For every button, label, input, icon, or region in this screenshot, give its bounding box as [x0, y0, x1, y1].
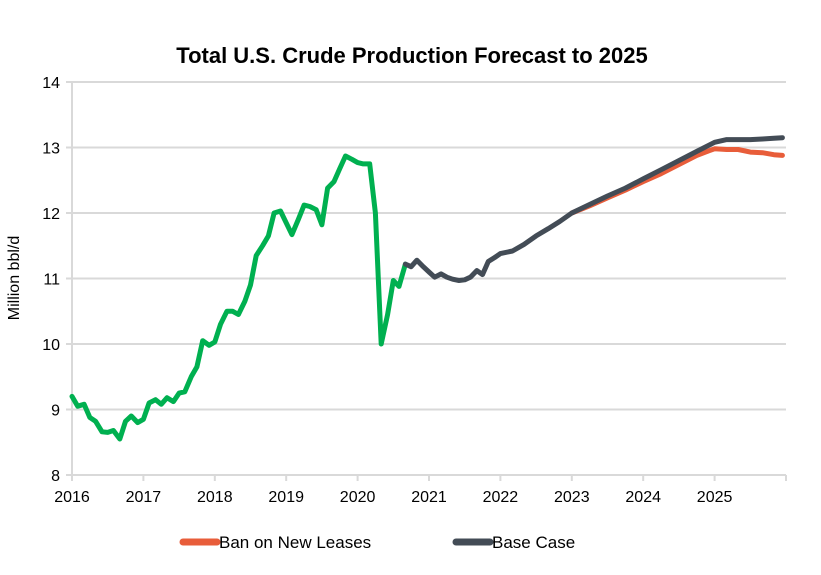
series-line-historical	[69, 153, 408, 442]
legend-item: Ban on New Leases	[179, 533, 371, 552]
y-tick-label: 13	[42, 141, 60, 158]
legend-label: Ban on New Leases	[219, 533, 371, 552]
y-tick-label: 12	[42, 206, 60, 223]
gridlines	[66, 81, 786, 476]
y-tick-label: 10	[42, 337, 60, 354]
axes: 8 9 10 11 12 13 14 2016 2017 2018 2019 2020 2021 2022…	[42, 75, 787, 506]
y-axis-label: Million bbl/d	[6, 236, 23, 320]
x-tick-label: 2016	[54, 489, 90, 506]
legend-label: Base Case	[492, 533, 575, 552]
y-tick-label: 14	[42, 75, 60, 92]
legend-item: Base Case	[452, 533, 575, 552]
x-tick-label: 2019	[268, 489, 304, 506]
y-tick-label: 11	[43, 272, 60, 289]
legend: Ban on New Leases Base Case	[179, 533, 575, 552]
x-tick-label: 2017	[126, 489, 162, 506]
y-tick-label: 9	[51, 403, 60, 420]
series-line-base-case	[402, 135, 785, 283]
x-tick-label: 2024	[625, 489, 661, 506]
x-tick-label: 2021	[411, 489, 447, 506]
x-tick-label: 2020	[340, 489, 376, 506]
x-tick-label: 2018	[197, 489, 233, 506]
x-tick-label: 2023	[554, 489, 590, 506]
series-lines	[69, 135, 785, 442]
y-tick-label: 8	[51, 468, 60, 485]
x-tick-label: 2022	[483, 489, 519, 506]
chart-title: Total U.S. Crude Production Forecast to …	[176, 43, 647, 68]
series-line-ban-on-new-leases	[569, 146, 785, 216]
x-tick-label: 2025	[697, 489, 733, 506]
